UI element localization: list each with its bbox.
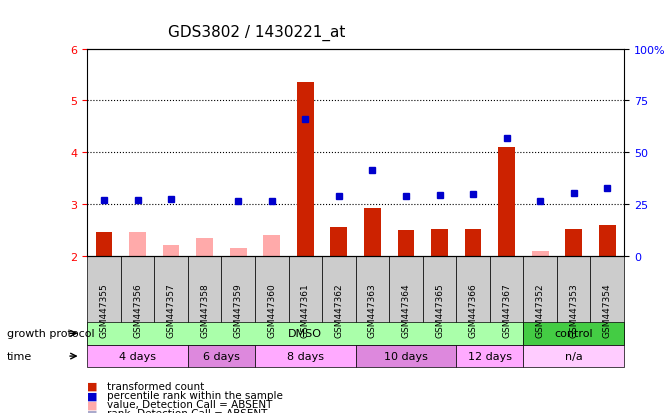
Text: ■: ■ xyxy=(87,390,98,400)
Text: 12 days: 12 days xyxy=(468,351,512,361)
Text: GSM447355: GSM447355 xyxy=(99,282,109,337)
Bar xyxy=(431,229,448,256)
Bar xyxy=(297,83,313,256)
Text: control: control xyxy=(554,328,593,339)
Text: GDS3802 / 1430221_at: GDS3802 / 1430221_at xyxy=(168,25,345,41)
Text: percentile rank within the sample: percentile rank within the sample xyxy=(107,390,283,400)
Bar xyxy=(397,230,415,256)
Text: ■: ■ xyxy=(87,399,98,409)
Text: GSM447354: GSM447354 xyxy=(603,282,612,337)
Bar xyxy=(364,209,381,256)
Text: GSM447365: GSM447365 xyxy=(435,282,444,337)
Text: rank, Detection Call = ABSENT: rank, Detection Call = ABSENT xyxy=(107,408,268,413)
Text: time: time xyxy=(7,351,32,361)
Bar xyxy=(263,235,280,256)
Text: GSM447363: GSM447363 xyxy=(368,282,377,337)
Text: GSM447359: GSM447359 xyxy=(234,282,243,337)
Text: DMSO: DMSO xyxy=(289,328,322,339)
Text: GSM447362: GSM447362 xyxy=(334,282,344,337)
Text: ■: ■ xyxy=(87,408,98,413)
Bar xyxy=(197,238,213,256)
Text: GSM447360: GSM447360 xyxy=(267,282,276,337)
Bar xyxy=(498,148,515,256)
Text: 6 days: 6 days xyxy=(203,351,240,361)
Text: ■: ■ xyxy=(87,381,98,391)
Text: GSM447367: GSM447367 xyxy=(502,282,511,337)
Text: GSM447358: GSM447358 xyxy=(200,282,209,337)
Text: GSM447352: GSM447352 xyxy=(535,282,545,337)
Bar xyxy=(532,251,549,256)
Text: GSM447361: GSM447361 xyxy=(301,282,310,337)
Bar xyxy=(331,228,348,256)
Text: n/a: n/a xyxy=(565,351,582,361)
Text: 8 days: 8 days xyxy=(287,351,324,361)
Bar xyxy=(229,248,247,256)
Bar xyxy=(566,229,582,256)
Text: transformed count: transformed count xyxy=(107,381,205,391)
Text: growth protocol: growth protocol xyxy=(7,328,95,339)
Bar xyxy=(130,233,146,256)
Bar xyxy=(464,229,482,256)
Bar xyxy=(599,225,616,256)
Bar xyxy=(163,246,180,256)
Text: GSM447357: GSM447357 xyxy=(166,282,176,337)
Text: GSM447356: GSM447356 xyxy=(133,282,142,337)
Text: 4 days: 4 days xyxy=(119,351,156,361)
Bar xyxy=(96,233,113,256)
Text: GSM447353: GSM447353 xyxy=(569,282,578,337)
Text: GSM447364: GSM447364 xyxy=(401,282,411,337)
Text: value, Detection Call = ABSENT: value, Detection Call = ABSENT xyxy=(107,399,272,409)
Text: GSM447366: GSM447366 xyxy=(468,282,478,337)
Text: 10 days: 10 days xyxy=(384,351,428,361)
